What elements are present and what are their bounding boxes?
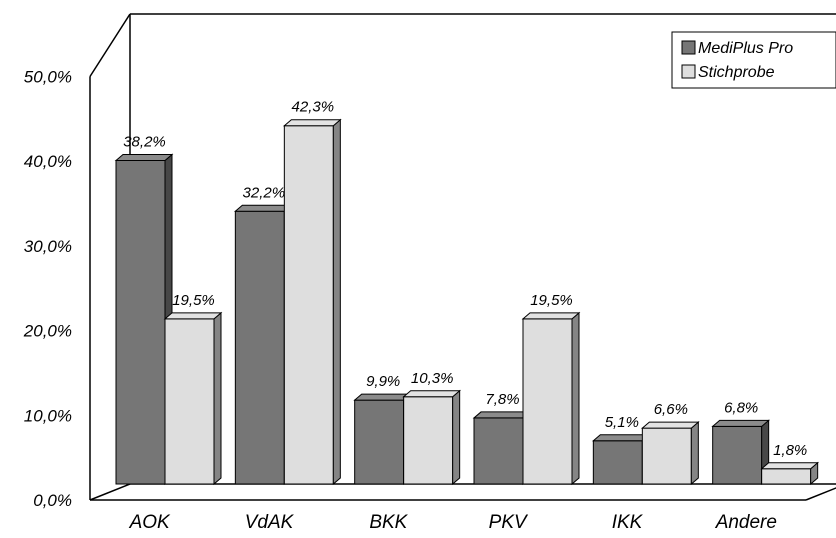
legend-label: MediPlus Pro — [698, 40, 793, 57]
x-tick-label: IKK — [612, 512, 644, 533]
data-label: 19,5% — [530, 292, 573, 309]
data-label: 7,8% — [485, 391, 519, 408]
bar-vdak-mediplus — [233, 204, 293, 486]
bar-andere-mediplus — [711, 419, 771, 486]
legend-label: Stichprobe — [698, 64, 775, 81]
data-labels: 38,2% 19,5% 32,2% 42,3% 9,9% 10,3% 7,8% 19,5% 5,… — [123, 99, 807, 459]
x-tick-label: PKV — [489, 512, 529, 533]
legend-box — [671, 31, 836, 89]
data-label: 6,6% — [654, 401, 688, 418]
bar-pkv-mediplus — [472, 410, 532, 486]
floor-left-edge — [89, 483, 131, 501]
y-tick-label: 30,0% — [24, 237, 72, 256]
axes: AOK VdAK BKK PKV IKK Andere 0,0% 10,0% 20,0% 30,0… — [23, 68, 806, 533]
bar-andere-stichprobe — [760, 461, 820, 486]
bars — [114, 118, 820, 486]
legend-swatch — [681, 64, 696, 79]
data-label: 1,8% — [773, 442, 807, 459]
bar-vdak-stichprobe — [282, 118, 342, 486]
data-label: 38,2% — [123, 133, 166, 150]
data-label: 10,3% — [411, 370, 454, 387]
bar-ikk-stichprobe — [640, 421, 700, 486]
y-tick-label: 10,0% — [24, 406, 72, 425]
data-label: 32,2% — [243, 184, 286, 201]
data-label: 5,1% — [605, 414, 639, 431]
x-tick-label: AOK — [129, 512, 171, 533]
y-tick-label: 40,0% — [24, 152, 72, 171]
side-wall-top-edge — [89, 13, 131, 77]
bar-bkk-mediplus — [353, 393, 413, 486]
legend-swatch — [681, 40, 696, 55]
bar-aok-mediplus — [114, 153, 174, 486]
bar-aok-stichprobe — [163, 311, 223, 486]
x-tick-label: Andere — [715, 512, 777, 533]
floor-right-edge — [805, 487, 836, 501]
bar-pkv-stichprobe — [521, 311, 581, 486]
x-tick-label: VdAK — [245, 512, 295, 533]
data-label: 42,3% — [292, 99, 335, 116]
y-tick-label: 0,0% — [33, 491, 72, 510]
x-tick-label: BKK — [369, 512, 408, 533]
bar-ikk-mediplus — [591, 433, 651, 486]
y-tick-label: 50,0% — [24, 68, 72, 87]
data-label: 19,5% — [172, 292, 215, 309]
legend: MediPlus Pro Stichprobe — [671, 31, 836, 89]
data-label: 9,9% — [366, 373, 400, 390]
y-tick-label: 20,0% — [23, 322, 72, 341]
bar-bkk-stichprobe — [402, 389, 462, 486]
data-label: 6,8% — [724, 399, 758, 416]
